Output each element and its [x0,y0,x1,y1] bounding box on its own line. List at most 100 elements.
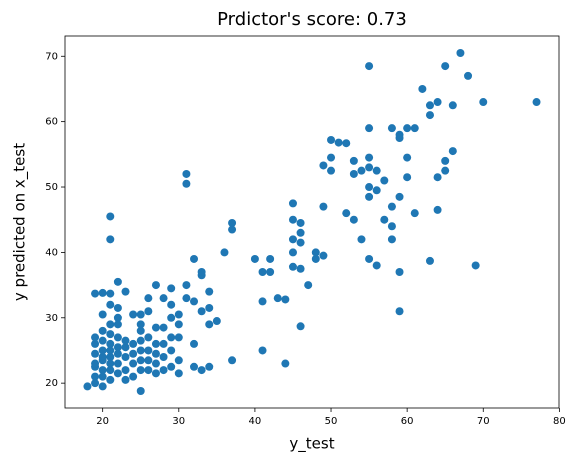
point [395,130,404,139]
point [151,359,160,368]
point [98,336,107,345]
point [288,248,297,257]
point [281,295,290,304]
point [410,209,419,218]
point [121,336,130,345]
point [441,156,450,165]
point [258,297,267,306]
point [91,333,100,342]
point [372,186,381,195]
point [113,313,122,322]
y-axis-label: y predicted on x_test [11,143,30,301]
point [296,238,305,247]
point [212,317,221,326]
point [448,147,457,156]
point [151,339,160,348]
point [98,346,107,355]
point [448,101,457,110]
point [425,101,434,110]
point [98,353,107,362]
point [266,254,275,263]
point [182,179,191,188]
point [372,166,381,175]
point [113,320,122,329]
point [190,339,199,348]
y-tick-label: 30 [45,313,58,324]
y-tick-label: 70 [45,51,58,62]
point [136,326,145,335]
point [433,205,442,214]
point [159,366,168,375]
point [136,346,145,355]
point [174,310,183,319]
point [372,261,381,270]
points [83,48,541,396]
point [144,356,153,365]
point [228,218,237,227]
point [205,287,214,296]
point [136,320,145,329]
point [121,287,130,296]
point [106,359,115,368]
point [83,382,92,391]
point [106,330,115,339]
point [159,323,168,332]
point [106,353,115,362]
point [98,326,107,335]
point [167,313,176,322]
point [190,297,199,306]
x-tick-label: 40 [249,416,262,427]
point [349,156,358,165]
point [106,289,115,298]
plot-frame [64,35,560,409]
point [136,387,145,396]
point [136,336,145,345]
point [479,98,488,107]
point [98,382,107,391]
point [106,375,115,384]
point [98,372,107,381]
point [296,228,305,237]
x-axis-label: y_test [289,435,334,454]
point [296,322,305,331]
point [113,303,122,312]
point [144,307,153,316]
point [121,366,130,375]
point [311,248,320,257]
chart-title: Prdictor's score: 0.73 [217,9,407,30]
point [273,294,282,303]
point [91,372,100,381]
point [288,262,297,271]
y-tick-label: 50 [45,182,58,193]
point [113,349,122,358]
point [151,281,160,290]
point [296,218,305,227]
point [281,359,290,368]
point [182,281,191,290]
point [349,169,358,178]
point [395,192,404,201]
point [151,369,160,378]
point [387,235,396,244]
point [319,161,328,170]
point [304,281,313,290]
point [357,166,366,175]
point [311,254,320,263]
point [288,199,297,208]
point [159,294,168,303]
point [159,353,168,362]
point [205,320,214,329]
point [197,366,206,375]
point [174,333,183,342]
x-tick-label: 30 [172,416,185,427]
point [319,251,328,260]
point [319,202,328,211]
point [167,284,176,293]
point [106,235,115,244]
point [288,235,297,244]
point [365,124,374,133]
point [136,366,145,375]
point [228,225,237,234]
point [106,339,115,348]
point [121,343,130,352]
